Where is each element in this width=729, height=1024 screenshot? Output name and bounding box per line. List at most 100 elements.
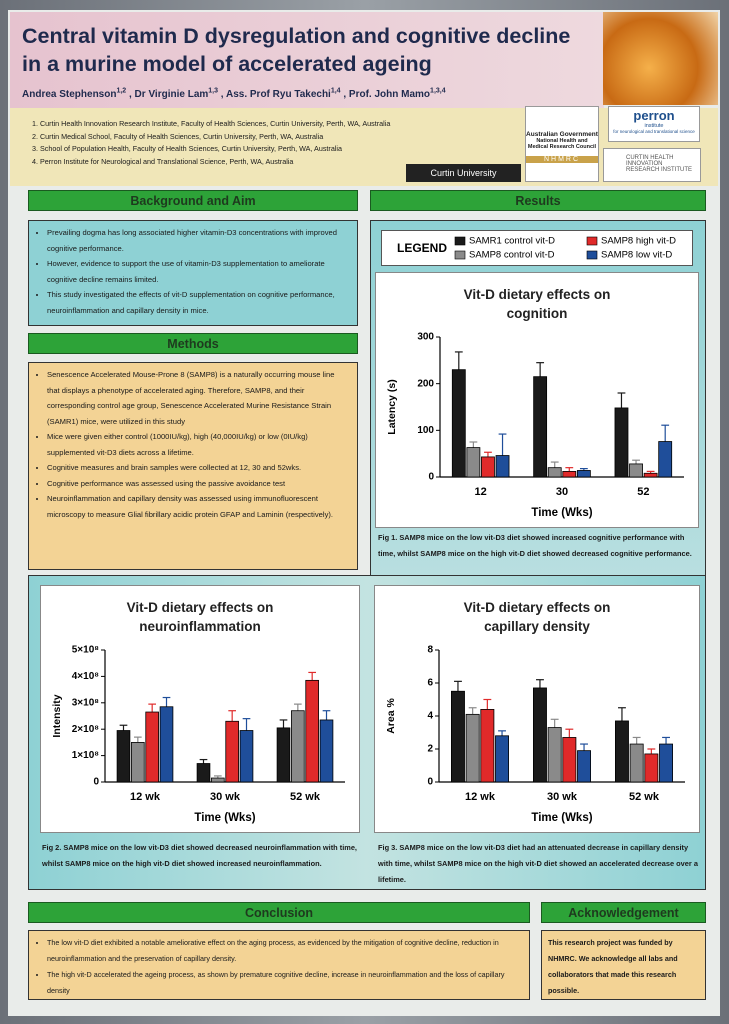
x-axis-label: Time (Wks)	[531, 812, 592, 824]
chart-panel: Vit-D dietary effects on cognition 0 100 2…	[375, 272, 699, 528]
bar	[466, 447, 481, 478]
y-axis-label: Latency (s)	[386, 379, 398, 434]
bullet: Senescence Accelerated Mouse-Prone 8 (SA…	[47, 367, 349, 429]
affiliations: 1. Curtin Health Innovation Research Ins…	[32, 118, 512, 168]
logo-text: for neurological and translational scien…	[613, 129, 695, 134]
legend-label: SAMR1 control vit-D	[469, 236, 555, 247]
bar	[465, 713, 480, 783]
bar	[480, 709, 495, 783]
affiliation: 3. School of Population Health, Faculty …	[32, 144, 343, 153]
y-axis-label: Area %	[385, 698, 397, 734]
bullet: The high vit-D accelerated the ageing pr…	[47, 967, 521, 999]
bar	[450, 690, 465, 783]
chart: 0 1×10⁸ 2×10⁸ 3×10⁸ 4×10⁸ 5×10⁸ 12 wk 30 wk 52 w…	[51, 645, 345, 824]
authors: Andrea Stephenson1,2 Dr Virginie Lam1,3 …	[22, 88, 602, 100]
x-tick-label: 30 wk	[547, 791, 578, 803]
bar	[481, 456, 495, 478]
author-name: Prof. John Mamo	[348, 89, 431, 101]
y-tick-label: 0	[427, 777, 433, 788]
acknowledgement-box: This research project was funded by NHMR…	[541, 930, 706, 1000]
bullet: Neuroinflammation and capillary density …	[47, 491, 349, 522]
bar	[577, 750, 592, 783]
bar	[276, 727, 291, 783]
bar	[319, 719, 334, 783]
y-tick-label: 0	[93, 777, 99, 788]
y-tick-label: 6	[427, 678, 433, 689]
bullet: Mice were given either control (1000IU/k…	[47, 429, 349, 460]
x-axis-label: Time (Wks)	[194, 812, 255, 824]
bar	[644, 753, 659, 783]
section-heading: Background and Aim	[28, 190, 358, 211]
background-box: Prevailing dogma has long associated hig…	[28, 220, 358, 326]
bar	[562, 470, 577, 478]
caption: Fig 2. SAMP8 mice on the low vit-D3 diet…	[42, 843, 357, 868]
author: Andrea Stephenson1,2	[22, 88, 127, 101]
bar	[562, 737, 577, 783]
legend-swatch	[454, 236, 466, 246]
author-name: Andrea Stephenson	[22, 89, 117, 101]
bullet: However, evidence to support the use of …	[47, 256, 349, 287]
y-tick-label: 8	[427, 645, 433, 656]
title-band: Central vitamin D dysregulation and cogn…	[10, 12, 604, 108]
x-tick-label: 30	[556, 486, 568, 498]
y-tick-label: 0	[428, 472, 434, 483]
author-name: Ass. Prof Ryu Takechi	[225, 89, 331, 101]
legend-swatch	[586, 236, 598, 246]
chart-title: Vit-D dietary effects on capillary densi…	[463, 600, 611, 634]
x-tick-label: 52 wk	[290, 791, 321, 803]
bar	[495, 455, 510, 478]
x-tick-label: 30 wk	[210, 791, 241, 803]
curtin-logo: Curtin University	[406, 164, 521, 182]
bar	[643, 472, 658, 478]
y-tick-label: 2	[427, 744, 433, 755]
logo-text: Australian Government	[526, 131, 598, 138]
bar	[576, 470, 591, 478]
bar	[532, 687, 547, 783]
y-tick-label: 4	[427, 711, 433, 722]
author-sup: 1,3,4	[430, 88, 446, 95]
caption: Fig 3. SAMP8 mice on the low vit-D3 diet…	[378, 843, 698, 884]
methods-box: Senescence Accelerated Mouse-Prone 8 (SA…	[28, 362, 358, 570]
acknowledgement-text: This research project was funded by NHMR…	[548, 938, 678, 995]
logo-text: Curtin University	[430, 168, 497, 178]
perron-logo: perron institute for neurological and tr…	[608, 106, 700, 142]
bar	[658, 441, 673, 478]
author: Prof. John Mamo1,3,4	[343, 88, 446, 101]
caption: Fig 1. SAMP8 mice on the low vit-D3 diet…	[378, 533, 692, 558]
chart-title: Vit-D dietary effects on cognition	[463, 287, 611, 321]
bar	[291, 710, 305, 783]
author-sup: 1,4	[330, 88, 341, 95]
bar	[305, 679, 319, 783]
bullet: The low vit-D diet exhibited a notable a…	[47, 935, 521, 967]
chart: 0 100 200 300 12 30 52 Latency (s) Time (Wks)	[386, 332, 684, 519]
bullet: Cognitive performance was assessed using…	[47, 476, 349, 492]
bar	[159, 706, 174, 783]
bullet-list: The low vit-D diet exhibited a notable a…	[35, 935, 521, 999]
author-sup: 1,2	[116, 88, 127, 95]
section-heading: Conclusion	[28, 902, 530, 923]
bar	[547, 467, 562, 478]
legend-frame	[381, 230, 693, 266]
section-heading: Results	[370, 190, 706, 211]
bullet-list: Senescence Accelerated Mouse-Prone 8 (SA…	[35, 367, 349, 522]
author-sup: 1,3	[208, 88, 219, 95]
affiliation: 1. Curtin Health Innovation Research Ins…	[32, 119, 391, 128]
logo-text: NHMRC	[526, 156, 598, 163]
chart: 0 2 4 6 8 12 wk 30 wk 52 wk Area % Time (Wks)	[385, 645, 685, 824]
header-photo	[603, 12, 718, 105]
x-tick-label: 12 wk	[130, 791, 161, 803]
author: Ass. Prof Ryu Takechi1,4	[221, 88, 341, 101]
y-tick-label: 1×10⁸	[72, 750, 100, 761]
bar	[629, 743, 644, 783]
conclusion-box: The low vit-D diet exhibited a notable a…	[28, 930, 530, 1000]
x-axis-label: Time (Wks)	[531, 507, 592, 519]
chart-title: Vit-D dietary effects on neuroinflammati…	[126, 600, 274, 634]
logo-text: institute	[644, 123, 664, 129]
poster-title: Central vitamin D dysregulation and cogn…	[22, 24, 571, 76]
bar	[211, 777, 225, 783]
legend-label: SAMP8 high vit-D	[601, 236, 676, 247]
bullet: This study investigated the effects of v…	[47, 287, 349, 318]
bar	[533, 376, 548, 478]
chiri-logo: CURTIN HEALTH INNOVATION RESEARCH INSTIT…	[603, 148, 701, 182]
